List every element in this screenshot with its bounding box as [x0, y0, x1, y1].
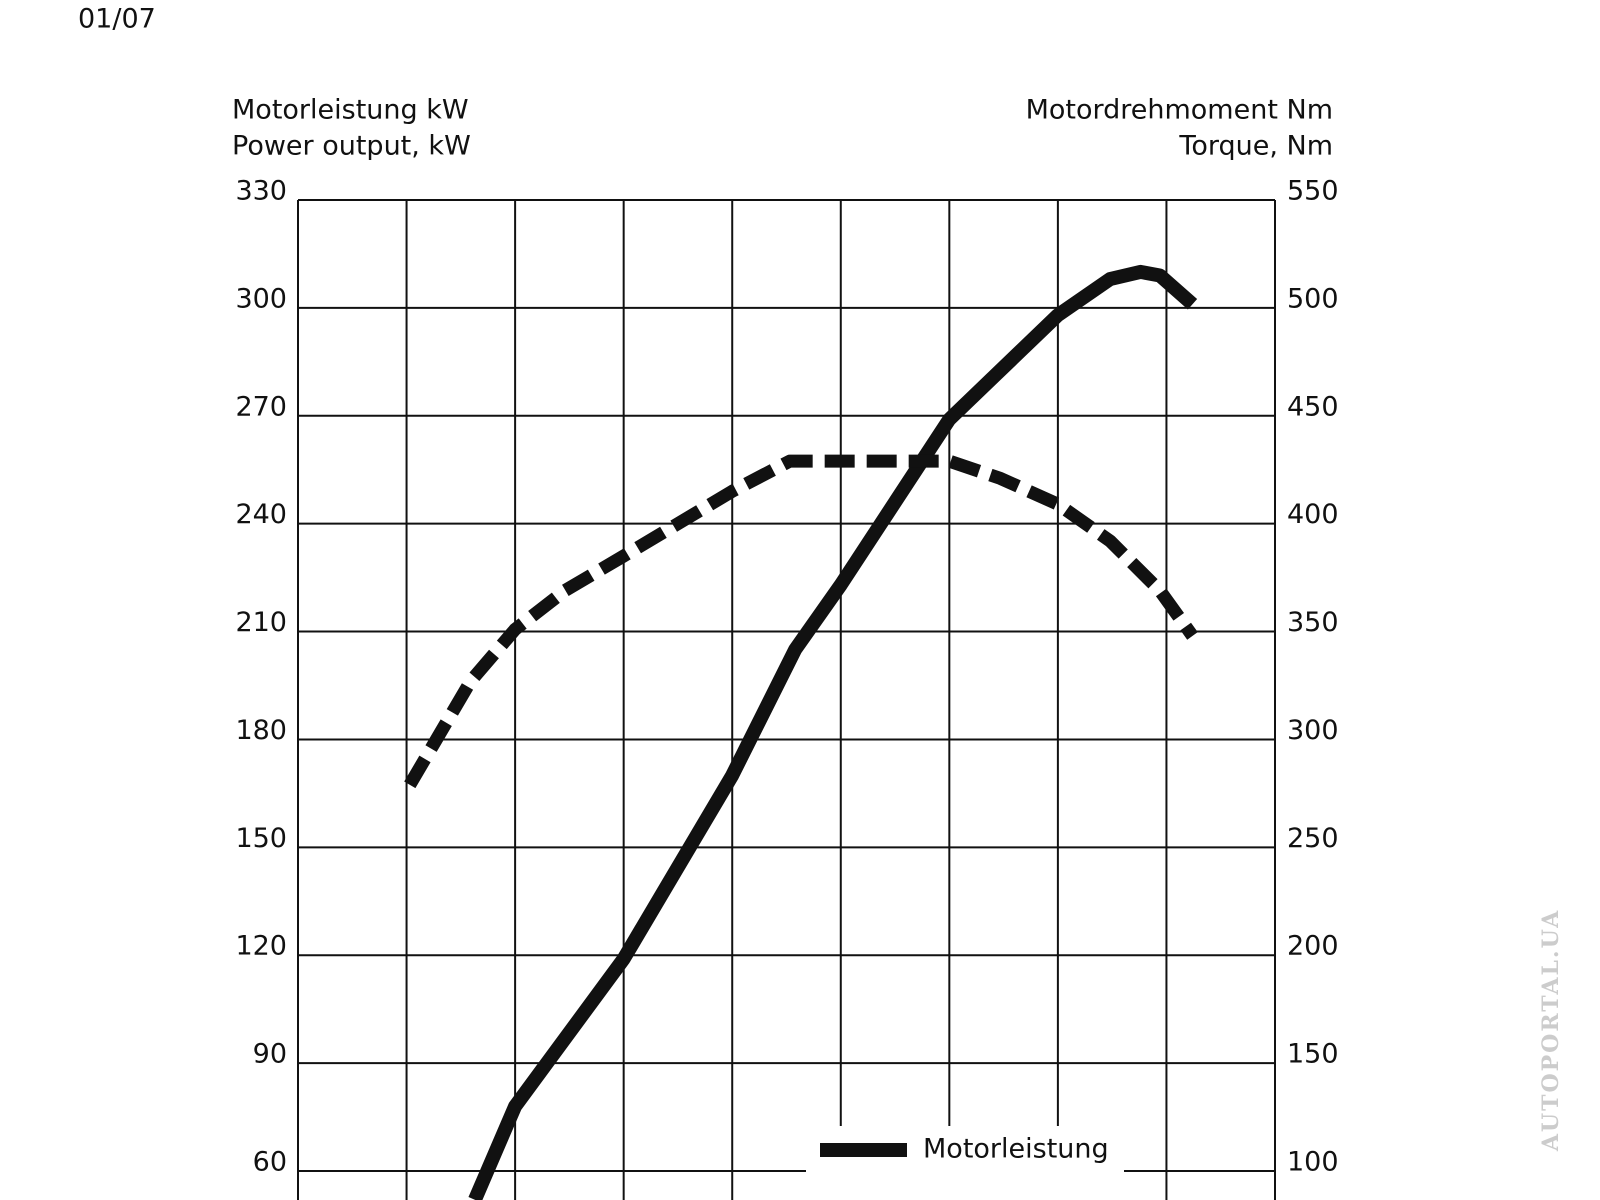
y-tick-label: 330: [235, 176, 287, 207]
y2-tick-label: 200: [1287, 931, 1339, 962]
legend-box: [806, 1126, 1124, 1200]
y2-tick-label: 500: [1287, 283, 1339, 314]
legend-label: Motorleistung: [923, 1134, 1109, 1165]
y-tick-label: 300: [235, 283, 287, 314]
y2-tick-label: 150: [1287, 1039, 1339, 1070]
series-line: [468, 264, 1198, 1200]
y2-tick-label: 100: [1287, 1147, 1339, 1178]
y2-tick-label: 300: [1287, 715, 1339, 746]
y2-tick-label: 250: [1287, 823, 1339, 854]
y2-axis-label: Torque, Nm: [1178, 131, 1333, 162]
y2-axis-label: Motordrehmoment Nm: [1026, 95, 1333, 126]
y-tick-label: 270: [235, 391, 287, 422]
y2-tick-label: 450: [1287, 391, 1339, 422]
y-tick-label: 210: [235, 607, 287, 638]
y-tick-label: 240: [235, 499, 287, 530]
watermark: AUTOPORTAL.UA: [1538, 909, 1564, 1152]
y-tick-label: 180: [235, 715, 287, 746]
y2-tick-label: 550: [1287, 176, 1339, 207]
page-number: 01/07: [78, 4, 156, 35]
y-tick-label: 150: [235, 823, 287, 854]
series-line: [404, 454, 1198, 789]
y2-tick-label: 400: [1287, 499, 1339, 530]
y-tick-label: 90: [253, 1039, 287, 1070]
y2-tick-label: 350: [1287, 607, 1339, 638]
y-axis-label: Power output, kW: [232, 131, 471, 162]
y-tick-label: 60: [253, 1147, 287, 1178]
y-tick-label: 120: [235, 931, 287, 962]
plot: Motorleistung: [297, 199, 1276, 1200]
y-axis-label: Motorleistung kW: [232, 95, 469, 126]
